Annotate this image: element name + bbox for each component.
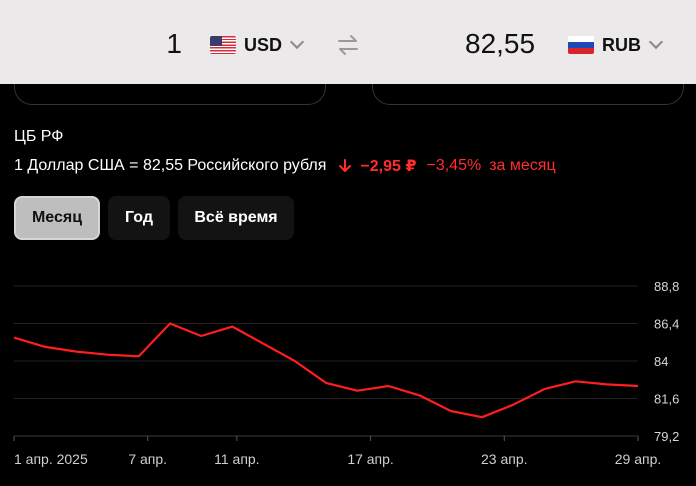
- tab-month[interactable]: Месяц: [14, 196, 100, 240]
- from-currency-select[interactable]: USD: [210, 32, 305, 58]
- x-tick-label: 1 апр. 2025: [14, 451, 88, 467]
- from-amount-input[interactable]: 1: [166, 28, 182, 59]
- us-flag-icon: [210, 36, 236, 54]
- chevron-down-icon: [289, 34, 305, 50]
- x-tick-label: 7 апр.: [128, 451, 167, 467]
- rate-summary: 1 Доллар США = 82,55 Российского рубля −…: [14, 156, 556, 176]
- arrow-down-icon: [339, 159, 352, 172]
- to-amount-input[interactable]: 82,55: [465, 28, 536, 59]
- x-tick-label: 23 апр.: [481, 451, 528, 467]
- rate-text: 1 Доллар США = 82,55 Российского рубля: [14, 157, 327, 174]
- converter-panel: 1 USD 82,55 RUB: [0, 0, 696, 84]
- y-tick-label: 84: [654, 354, 668, 369]
- tab-year[interactable]: Год: [108, 196, 170, 240]
- chevron-down-icon: [648, 34, 664, 50]
- change-period: за месяц: [489, 157, 556, 174]
- rate-source: ЦБ РФ: [14, 128, 64, 145]
- from-currency-code: USD: [244, 34, 283, 55]
- x-tick-label: 11 апр.: [214, 451, 259, 467]
- to-currency-select[interactable]: RUB: [568, 32, 664, 58]
- x-tick-label: 17 апр.: [347, 451, 394, 467]
- ru-flag-icon: [568, 36, 594, 54]
- swap-arrows-icon[interactable]: [336, 34, 360, 56]
- x-tick-label: 29 апр.: [615, 451, 662, 467]
- y-tick-label: 88,8: [654, 279, 679, 294]
- series-line: [13, 322, 639, 419]
- y-tick-label: 86,4: [654, 317, 679, 332]
- rate-change: −2,95 ₽ −3,45% за месяц: [338, 156, 556, 176]
- converter-card-edge: [14, 84, 326, 105]
- rate-chart[interactable]: 79,2 81,6 84 86,4 88,8 1 апр. 2025 7 апр. 11 ап…: [0, 270, 696, 486]
- to-currency-code: RUB: [602, 34, 641, 55]
- y-tick-label: 79,2: [654, 429, 679, 444]
- converter-card-edge: [372, 84, 684, 105]
- tab-all-time[interactable]: Всё время: [178, 196, 294, 240]
- change-percent: −3,45%: [426, 157, 482, 174]
- y-tick-label: 81,6: [654, 392, 679, 407]
- change-absolute: −2,95 ₽: [360, 158, 417, 175]
